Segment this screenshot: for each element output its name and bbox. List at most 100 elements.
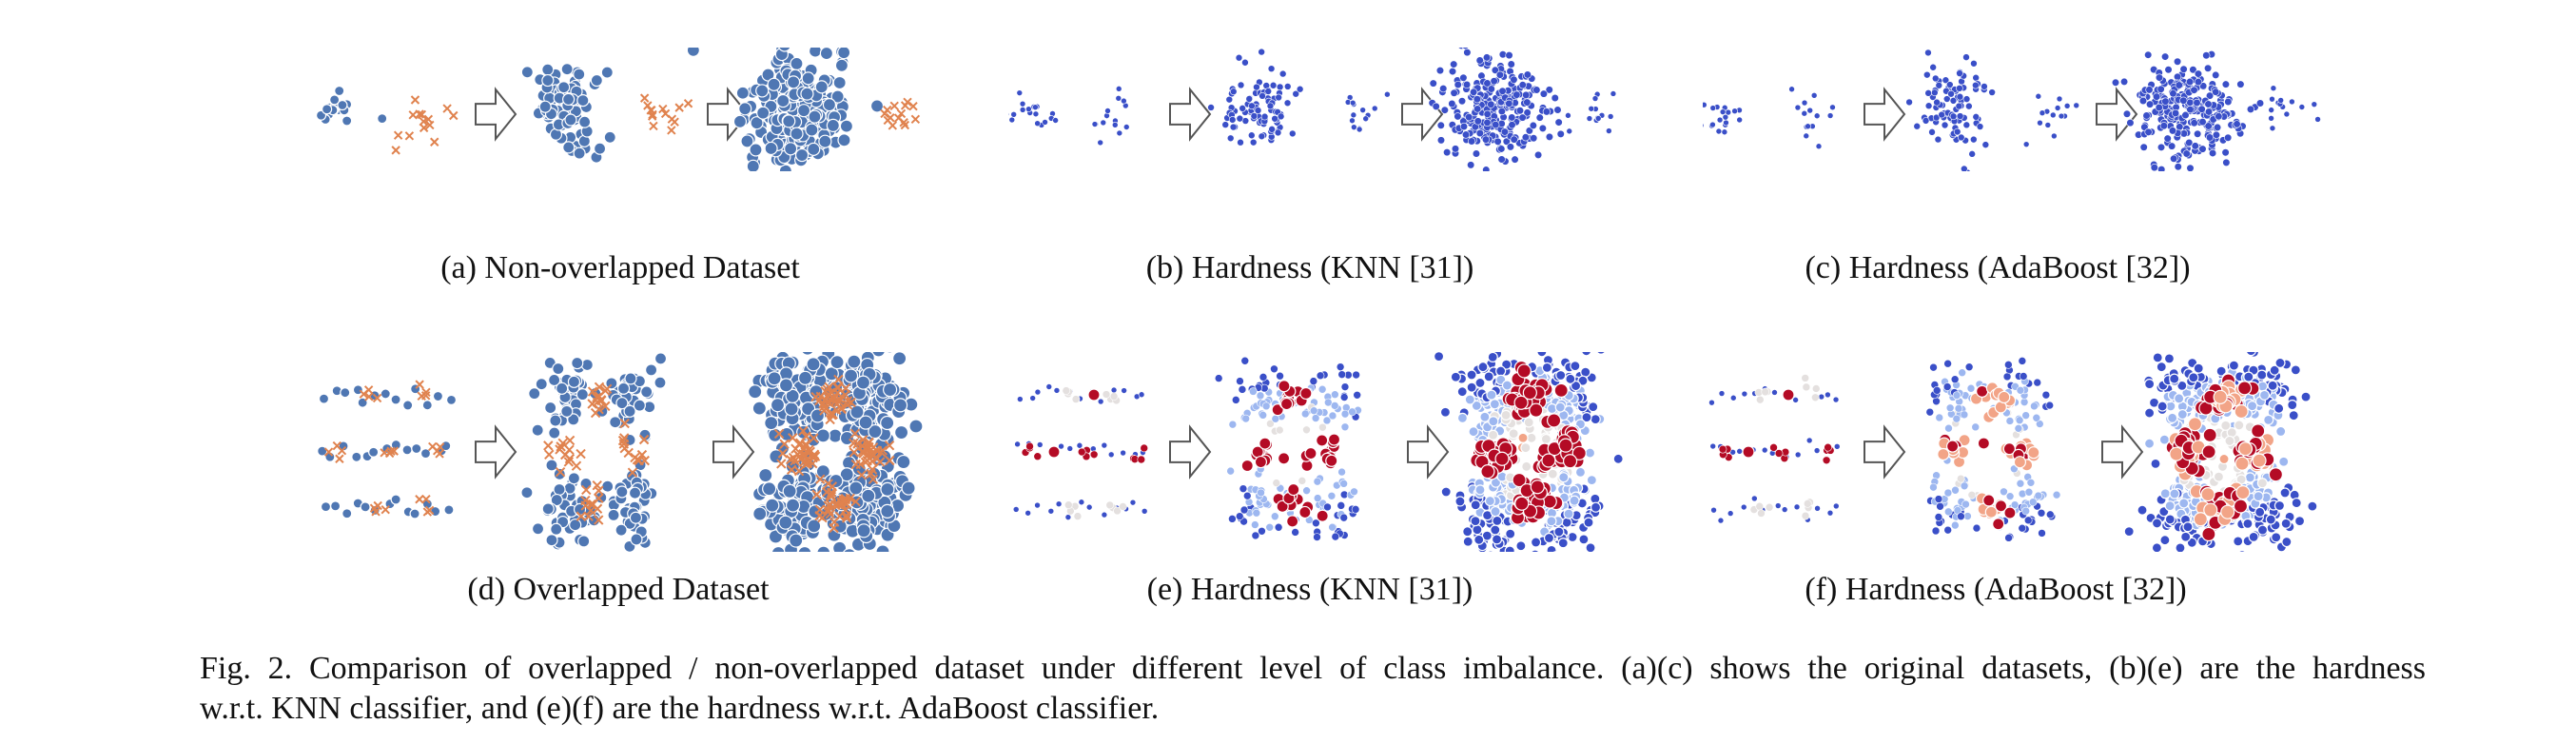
- majority-point: [808, 109, 822, 124]
- majority-point: [2271, 532, 2282, 543]
- majority-point: [1259, 92, 1266, 100]
- majority-point: [1266, 420, 1275, 428]
- majority-point: [1327, 491, 1337, 500]
- majority-point: [1019, 100, 1026, 108]
- majority-point: [2157, 166, 2166, 171]
- majority-point: [1019, 107, 1026, 113]
- minority-cross-point: [833, 374, 844, 385]
- majority-point: [1955, 102, 1963, 110]
- minority-point: [1351, 124, 1357, 130]
- hard-point: [1998, 390, 2011, 404]
- minority-cross-point: [381, 504, 390, 515]
- majority-point: [2307, 500, 2318, 512]
- minority-point: [1121, 97, 1127, 105]
- majority-point: [880, 481, 895, 497]
- minority-cross-point: [864, 437, 874, 448]
- majority-point: [1221, 121, 1230, 128]
- panel-f-plot: [1703, 352, 2331, 552]
- majority-point: [1269, 81, 1278, 89]
- majority-point: [784, 401, 799, 417]
- minority-cross-point: [860, 443, 870, 455]
- minority-cross-point: [850, 459, 861, 470]
- majority-point: [767, 371, 782, 386]
- majority-point: [1588, 401, 1599, 413]
- majority-point: [562, 141, 576, 154]
- majority-point: [2281, 536, 2293, 548]
- majority-point: [531, 522, 545, 536]
- minority-cross-point: [674, 103, 684, 112]
- majority-point: [1473, 105, 1482, 113]
- majority-point: [1751, 495, 1758, 502]
- minority-cross-point: [776, 459, 787, 469]
- majority-point: [2161, 52, 2170, 61]
- majority-point: [2159, 488, 2171, 499]
- majority-point: [2159, 122, 2168, 130]
- majority-point: [1053, 387, 1061, 394]
- majority-point: [1239, 484, 1248, 493]
- hard-point: [1514, 496, 1530, 511]
- majority-point: [320, 501, 332, 513]
- figure-caption: Fig. 2. Comparison of overlapped / non-o…: [200, 649, 2426, 729]
- majority-point: [1302, 425, 1311, 435]
- minority-cross-point: [636, 449, 648, 460]
- majority-point: [1964, 362, 1974, 372]
- minority-cross-point: [420, 391, 431, 401]
- majority-point: [1962, 121, 1971, 129]
- majority-point: [1259, 411, 1267, 420]
- right-arrow-icon: [475, 87, 517, 142]
- majority-point: [1487, 352, 1498, 362]
- minority-point: [1607, 113, 1614, 120]
- majority-point: [2033, 378, 2042, 387]
- majority-point: [1923, 70, 1931, 79]
- minority-point: [2268, 107, 2274, 113]
- minority-point: [1115, 95, 1122, 102]
- majority-point: [1740, 503, 1747, 511]
- minority-cross-point: [555, 466, 566, 478]
- minority-point: [1033, 452, 1043, 461]
- majority-point: [2016, 479, 2025, 488]
- minority-point: [1801, 511, 1810, 520]
- majority-point: [1924, 49, 1932, 57]
- majority-point: [1981, 83, 1988, 90]
- majority-point: [1709, 105, 1717, 111]
- majority-point: [531, 423, 544, 437]
- majority-point: [2045, 401, 2055, 410]
- hard-point: [1327, 433, 1341, 446]
- majority-point: [748, 384, 763, 400]
- majority-point: [2173, 57, 2182, 66]
- majority-point: [849, 480, 864, 496]
- minority-cross-point: [576, 448, 586, 460]
- majority-point: [2045, 510, 2055, 519]
- hard-point: [2027, 446, 2040, 460]
- minority-cross-point: [415, 495, 424, 504]
- majority-point: [1813, 447, 1821, 454]
- minority-point: [1815, 143, 1823, 150]
- majority-point: [1236, 114, 1244, 123]
- minority-point: [1109, 392, 1119, 401]
- minority-cross-point: [581, 484, 592, 496]
- majority-point: [2026, 478, 2036, 487]
- majority-point: [1951, 520, 1960, 530]
- majority-point: [2191, 142, 2199, 150]
- hard-point: [1541, 453, 1556, 468]
- majority-point: [1981, 141, 1990, 148]
- majority-point: [2016, 385, 2025, 395]
- majority-point: [560, 63, 574, 76]
- majority-point: [1472, 524, 1483, 536]
- majority-point: [1533, 150, 1543, 159]
- majority-point: [541, 502, 555, 516]
- majority-point: [2023, 516, 2033, 525]
- hard-point: [2202, 427, 2217, 442]
- majority-point: [1477, 362, 1489, 373]
- majority-point: [1328, 411, 1337, 421]
- minority-cross-point: [779, 439, 790, 449]
- minority-point: [2063, 103, 2071, 109]
- majority-point: [1323, 502, 1332, 512]
- majority-point: [1943, 507, 1953, 517]
- majority-point: [1010, 110, 1017, 118]
- majority-point: [1055, 500, 1063, 507]
- majority-point: [796, 104, 811, 118]
- majority-point: [1085, 503, 1093, 511]
- majority-point: [1905, 98, 1913, 107]
- majority-point: [1497, 145, 1506, 153]
